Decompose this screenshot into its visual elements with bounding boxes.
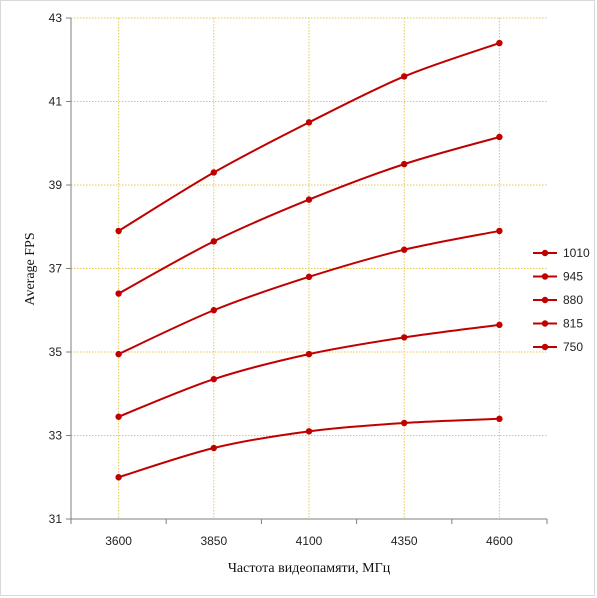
legend-swatch-marker bbox=[541, 320, 549, 327]
x-axis-title: Частота видеопамяти, МГц bbox=[228, 561, 391, 576]
data-point bbox=[401, 334, 408, 341]
data-point bbox=[115, 350, 122, 358]
legend-swatch-marker bbox=[541, 343, 549, 351]
y-tick-label: 41 bbox=[49, 95, 63, 109]
y-axis-title: Average FPS bbox=[23, 232, 38, 305]
data-point bbox=[115, 227, 122, 235]
y-tick-label: 31 bbox=[49, 512, 63, 526]
x-tick-label: 4100 bbox=[296, 534, 323, 548]
gridlines bbox=[71, 17, 547, 519]
legend-swatch-marker bbox=[541, 296, 549, 304]
x-tick-label: 3850 bbox=[200, 534, 227, 548]
y-tick-label: 33 bbox=[49, 429, 63, 443]
data-point bbox=[305, 350, 313, 358]
x-tick-label: 4600 bbox=[486, 534, 513, 548]
data-point bbox=[115, 413, 122, 420]
data-point bbox=[305, 119, 313, 126]
data-point bbox=[401, 73, 408, 80]
legend-swatch-marker bbox=[541, 273, 549, 280]
y-tick-label: 39 bbox=[49, 178, 63, 192]
data-point bbox=[401, 246, 408, 253]
y-tick-labels: 31 33 35 37 39 41 43 bbox=[49, 11, 63, 526]
data-point bbox=[496, 321, 503, 329]
legend-swatch-marker bbox=[541, 249, 549, 257]
data-point bbox=[305, 273, 313, 281]
data-point bbox=[210, 444, 217, 452]
data-point bbox=[210, 375, 217, 383]
legend: 1010 945 880 815 750 bbox=[533, 246, 590, 354]
x-tick-label: 4350 bbox=[391, 534, 418, 548]
axes bbox=[66, 17, 548, 524]
y-tick-label: 43 bbox=[49, 11, 63, 25]
data-point bbox=[401, 160, 408, 168]
data-point bbox=[210, 238, 217, 245]
y-tick-label: 37 bbox=[49, 262, 63, 276]
x-tick-labels: 3600 3850 4100 4350 4600 bbox=[105, 534, 513, 548]
legend-label: 750 bbox=[563, 340, 583, 354]
legend-label: 1010 bbox=[563, 246, 590, 260]
legend-label: 815 bbox=[563, 317, 583, 331]
data-point bbox=[496, 39, 503, 47]
data-point bbox=[401, 419, 408, 427]
data-point bbox=[305, 196, 313, 203]
series-lines bbox=[115, 39, 503, 481]
data-point bbox=[210, 307, 217, 314]
x-tick-label: 3600 bbox=[105, 534, 132, 548]
data-point bbox=[115, 290, 122, 297]
y-tick-label: 35 bbox=[49, 345, 63, 359]
data-point bbox=[496, 227, 503, 235]
data-point bbox=[496, 415, 503, 422]
data-point bbox=[115, 474, 122, 481]
legend-label: 880 bbox=[563, 293, 583, 307]
data-point bbox=[496, 133, 503, 141]
legend-label: 945 bbox=[563, 270, 583, 284]
data-point bbox=[210, 169, 217, 176]
data-point bbox=[305, 428, 313, 435]
